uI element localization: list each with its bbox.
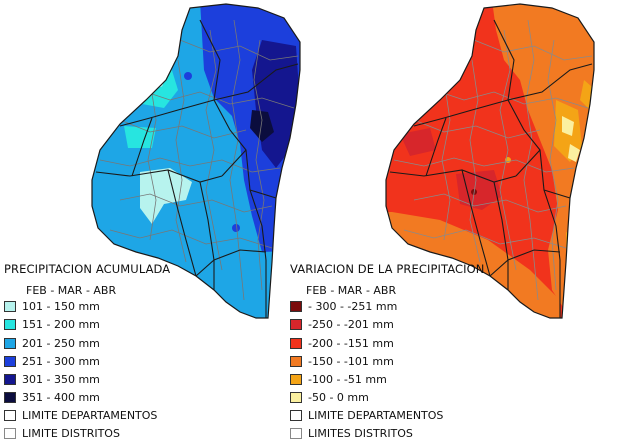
department-boundaries [95,19,299,318]
legend-swatch [4,300,16,312]
class-101-150-area [140,168,192,224]
legend-period: FEB - MAR - ABR [26,284,117,297]
legend-item-351-400: 351 - 400 mm [4,389,100,405]
legend-item-200-151: -200 - -151 mm [290,335,394,351]
legend-item-250-201: -250 - -201 mm [290,316,394,332]
legend-period: FEB - MAR - ABR [306,284,397,297]
legend-swatch [4,318,16,330]
legend-title: PRECIPITACION ACUMULADA [4,262,171,276]
class-50-0-area [568,144,580,162]
legend-item-151-200: 151 - 200 mm [4,316,100,332]
legend-label: 201 - 250 mm [22,336,100,350]
legend-label: -50 - 0 mm [308,390,369,404]
legend-swatch [290,373,302,385]
map-outline [385,3,595,319]
legend-label: - 300 - -251 mm [308,299,398,313]
legend-swatch [290,318,302,330]
legend-label: -250 - -201 mm [308,317,394,331]
legend-item-101-150: 101 - 150 mm [4,298,100,314]
legend-item-251-300: 251 - 300 mm [4,353,100,369]
department-boundaries [389,19,593,318]
legend-swatch [290,427,302,439]
class-100-51-area [566,232,584,262]
legend-item-department-limit: LIMITE DEPARTAMENTOS [290,407,443,423]
legend-label: -100 - -51 mm [308,372,387,386]
legend-swatch [4,409,16,421]
class-250-201-area [400,128,436,156]
class-250-201-area [456,170,502,210]
legend-item-201-250: 201 - 250 mm [4,335,100,351]
legend-swatch [4,373,16,385]
legend-item-100-51: -100 - -51 mm [290,371,387,387]
legend-swatch [290,337,302,349]
class-251-300-spot [184,72,192,80]
legend-swatch [4,337,16,349]
legend-label: -200 - -151 mm [308,336,394,350]
legend-item-300-251: - 300 - -251 mm [290,298,397,314]
legend-label: LIMITE DISTRITOS [22,426,120,440]
map-outline [91,3,301,319]
class-251-300-spot [232,224,240,232]
legend-label: 301 - 350 mm [22,372,100,386]
legend-precipitation-variation: VARIACION DE LA PRECIPITACION FEB - MAR … [290,262,620,440]
legend-label: 351 - 400 mm [22,390,100,404]
legend-swatch [4,391,16,403]
legend-label: 151 - 200 mm [22,317,100,331]
legend-label: 251 - 300 mm [22,354,100,368]
legend-swatch [290,355,302,367]
legend-item-50-0: -50 - 0 mm [290,389,369,405]
legend-swatch [290,300,302,312]
legend-title: VARIACION DE LA PRECIPITACION [290,262,485,276]
legend-label: -150 - -101 mm [308,354,394,368]
legend-label: 101 - 150 mm [22,299,100,313]
legend-item-department-limit: LIMITE DEPARTAMENTOS [4,407,157,423]
legend-item-district-limit: LIMITE DISTRITOS [4,425,120,441]
class-351-400-area [250,110,274,142]
legend-swatch [290,409,302,421]
legend-item-301-350: 301 - 350 mm [4,371,100,387]
legend-swatch [4,427,16,439]
legend-label: LIMITE DEPARTAMENTOS [22,408,158,422]
legend-label: LIMITE DEPARTAMENTOS [308,408,444,422]
legend-swatch [4,355,16,367]
legend-label: LIMITES DISTRITOS [308,426,413,440]
district-boundaries [99,19,299,301]
legend-precipitation-accumulated: PRECIPITACION ACUMULADA FEB - MAR - ABR … [4,262,284,440]
legend-item-district-limit: LIMITES DISTRITOS [290,425,413,441]
legend-item-150-101: -150 - -101 mm [290,353,394,369]
class-50-0-area [562,116,574,136]
legend-swatch [290,391,302,403]
